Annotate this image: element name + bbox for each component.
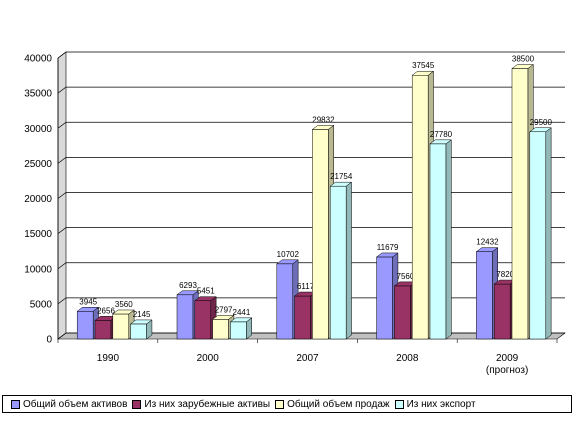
- data-label: 29500: [530, 118, 553, 127]
- gridline: [57, 86, 565, 94]
- data-label: 6293: [179, 281, 197, 290]
- bar-side: [246, 317, 252, 340]
- data-label: 38500: [512, 55, 535, 64]
- y-tick-label: 5000: [30, 299, 53, 310]
- gridline: [57, 157, 565, 164]
- legend-item: Общий объем активов: [11, 399, 127, 410]
- legend-item: Из них зарубежные активы: [132, 399, 270, 410]
- x-tick-label: 2007: [296, 353, 319, 364]
- y-tick-label: 10000: [24, 264, 52, 275]
- data-label: 2797: [215, 305, 233, 314]
- data-label: 5451: [197, 287, 215, 296]
- bar-front: [493, 283, 511, 340]
- bar-front: [194, 300, 212, 340]
- legend-swatch: [275, 399, 285, 409]
- y-tick-label: 25000: [24, 159, 52, 170]
- bar-front: [212, 319, 229, 340]
- legend-swatch: [132, 399, 142, 409]
- legend-item: Общий объем продаж: [275, 399, 390, 410]
- data-label: 27780: [430, 130, 453, 139]
- gridline: [57, 51, 565, 59]
- data-label: 7560: [397, 272, 415, 281]
- legend-label: Из них экспорт: [406, 398, 476, 410]
- bar-front: [294, 295, 311, 340]
- legend-item: Из них экспорт: [394, 398, 476, 410]
- bar-front: [429, 143, 447, 340]
- bar-side: [146, 319, 153, 340]
- bar-front: [411, 74, 429, 340]
- bar-front: [329, 185, 347, 340]
- bar-front: [529, 131, 547, 340]
- bar-front: [511, 68, 529, 340]
- chart-legend: Общий объем активов Из них зарубежные акт…: [2, 395, 572, 413]
- data-label: 10702: [277, 250, 300, 259]
- y-tick-label: 30000: [24, 124, 52, 135]
- chart-plot: 0 5000 10000 15000 20000 25000 30000 35000 40000…: [24, 51, 566, 376]
- bar-front: [394, 285, 411, 340]
- bar-side: [445, 139, 452, 340]
- gridline: [57, 262, 565, 270]
- gridline: [57, 227, 565, 234]
- data-label: 12432: [476, 238, 499, 247]
- data-label: 29832: [312, 115, 335, 124]
- bar-front: [476, 251, 493, 340]
- data-label: 6117: [297, 282, 315, 291]
- legend-swatch: [394, 399, 404, 409]
- x-tick-label: 2008: [396, 353, 419, 364]
- x-tick-label: 2000: [197, 353, 220, 364]
- data-label: 2145: [133, 310, 151, 319]
- bar-front: [76, 311, 94, 340]
- bar-front: [176, 294, 194, 340]
- legend-swatch: [11, 399, 20, 409]
- data-label: 21754: [330, 172, 353, 181]
- y-tick-label: 15000: [24, 229, 52, 240]
- bar-side: [545, 127, 552, 340]
- bar-front: [94, 320, 112, 340]
- data-label: 3560: [115, 300, 133, 309]
- x-tick-label: 2009: [496, 353, 519, 364]
- bar-side: [345, 181, 352, 340]
- x-tick-label: (прогноз): [486, 365, 528, 376]
- bar-front: [130, 323, 147, 340]
- data-label: 2441: [233, 308, 251, 317]
- legend-label: Общий объем продаж: [287, 398, 390, 410]
- legend-label: Из них зарубежные активы: [144, 398, 271, 410]
- y-tick-label: 20000: [24, 194, 52, 205]
- gridline: [57, 121, 565, 129]
- gridline: [57, 192, 565, 199]
- x-tick-label: 1990: [97, 353, 120, 364]
- bar-front: [276, 263, 294, 340]
- bar-front: [376, 256, 393, 340]
- data-label: 11679: [377, 243, 399, 252]
- y-tick-label: 35000: [24, 89, 52, 100]
- data-label: 3945: [79, 297, 97, 306]
- data-label: 37545: [412, 61, 435, 70]
- data-label: 7820: [496, 270, 514, 279]
- y-tick-label: 40000: [24, 54, 52, 65]
- legend-label: Общий объем активов: [23, 398, 128, 410]
- y-tick-label: 0: [46, 335, 52, 346]
- bar-front: [312, 129, 329, 340]
- bar-front: [230, 321, 247, 340]
- data-label: 2656: [97, 306, 115, 315]
- bar-front: [112, 313, 130, 340]
